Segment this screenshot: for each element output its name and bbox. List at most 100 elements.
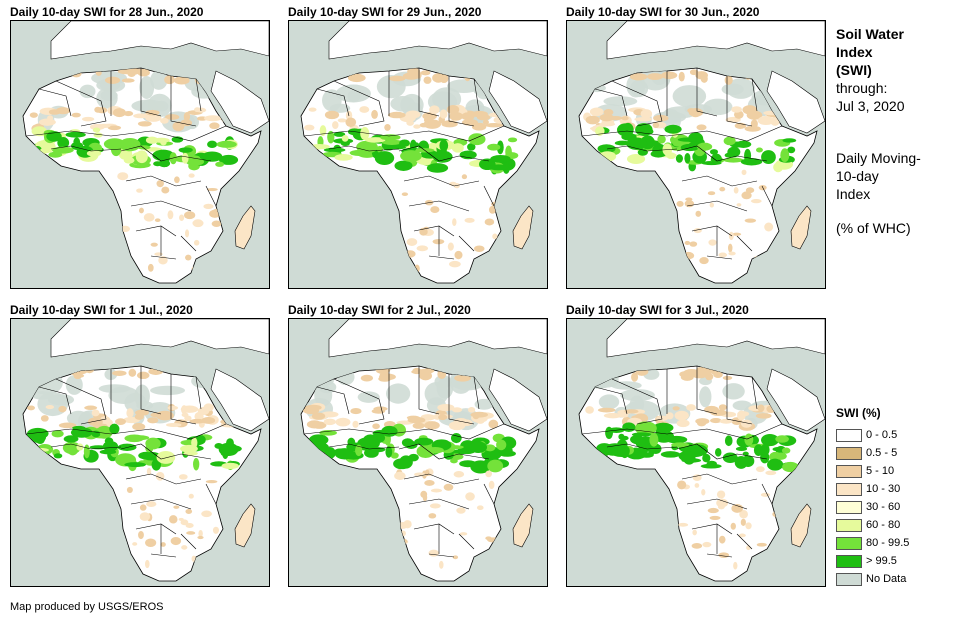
dry-patch — [736, 69, 754, 76]
country-border — [458, 533, 475, 550]
wet-patch — [597, 144, 616, 154]
wet-patch — [385, 446, 393, 458]
dry-patch — [188, 173, 195, 178]
country-border — [448, 76, 475, 127]
dry-patch — [138, 530, 144, 540]
country-border — [328, 443, 400, 450]
no-data-patch — [620, 389, 655, 402]
dry-patch — [459, 532, 468, 536]
dry-patch — [461, 174, 468, 180]
dry-patch — [185, 509, 193, 514]
dry-patch — [661, 71, 678, 80]
country-border — [316, 386, 350, 415]
country-border — [205, 185, 217, 207]
dry-patch — [709, 515, 721, 520]
dry-patch — [332, 121, 339, 129]
wet-patch — [598, 151, 617, 162]
wet-patch — [349, 149, 369, 156]
dry-patch — [742, 105, 758, 115]
dry-patch — [373, 406, 388, 412]
country-border — [205, 483, 217, 505]
dry-patch — [731, 106, 743, 113]
dry-patch — [188, 493, 194, 499]
wet-patch — [363, 434, 378, 445]
dry-patch — [631, 372, 639, 382]
wet-patch — [614, 140, 630, 146]
through-date: Jul 3, 2020 — [836, 98, 905, 114]
dry-patch — [94, 106, 102, 113]
madagascar-island — [512, 503, 534, 548]
country-border — [751, 376, 758, 410]
dry-patch — [164, 75, 175, 85]
wet-patch — [760, 443, 770, 456]
dry-patch — [161, 186, 170, 194]
country-border — [581, 125, 783, 142]
panel-title: Daily 10-day SWI for 2 Jul., 2020 — [288, 303, 471, 317]
dry-patch — [702, 541, 712, 548]
wet-patch — [596, 443, 613, 454]
dry-patch — [185, 522, 194, 528]
country-border — [676, 443, 768, 460]
dry-patch — [488, 112, 505, 118]
dry-patch — [405, 110, 421, 119]
dry-patch — [763, 110, 780, 116]
country-border — [686, 200, 748, 212]
wet-patch — [671, 442, 690, 448]
wet-patch — [782, 461, 799, 473]
wet-patch — [215, 161, 225, 167]
dry-patch — [347, 73, 366, 83]
europe-landmass — [50, 21, 269, 60]
panel-title: Daily 10-day SWI for 3 Jul., 2020 — [566, 303, 749, 317]
madagascar-island — [512, 205, 534, 250]
dry-patch — [184, 415, 192, 422]
dry-patch — [430, 488, 443, 493]
wet-patch — [781, 447, 791, 454]
dry-patch — [414, 472, 426, 477]
dry-patch — [156, 180, 164, 188]
dry-patch — [449, 260, 461, 268]
no-data-patch — [447, 79, 481, 94]
madagascar-island — [790, 205, 812, 250]
dry-patch — [158, 256, 168, 265]
country-border — [581, 423, 783, 440]
country-border — [303, 125, 505, 142]
dry-patch — [432, 238, 445, 245]
dry-patch — [150, 242, 158, 247]
dry-patch — [123, 111, 134, 117]
dry-patch — [684, 240, 691, 246]
panel-title: Daily 10-day SWI for 1 Jul., 2020 — [10, 303, 193, 317]
wet-patch — [181, 152, 189, 164]
country-border — [726, 374, 753, 425]
dry-patch — [443, 483, 454, 491]
description-line: 10-day — [836, 168, 879, 184]
no-data-patch — [150, 385, 186, 396]
dry-patch — [430, 206, 440, 214]
legend-swatch — [836, 572, 862, 586]
dry-patch — [170, 537, 182, 546]
dry-patch — [191, 266, 199, 271]
country-border — [140, 366, 162, 415]
wet-patch — [220, 445, 242, 453]
dry-patch — [439, 109, 448, 119]
dry-patch — [144, 559, 150, 569]
dry-patch — [710, 418, 722, 424]
no-data-patch — [315, 376, 334, 386]
dry-patch — [184, 211, 196, 220]
dry-patch — [718, 404, 727, 411]
country-border — [483, 185, 495, 207]
dry-patch — [73, 373, 85, 378]
dry-patch — [772, 565, 780, 571]
no-data-patch — [598, 394, 620, 410]
wet-patch — [469, 441, 488, 453]
wet-patch — [86, 150, 102, 157]
dry-patch — [372, 423, 380, 430]
arabia-landmass — [766, 368, 825, 432]
no-data-patch — [322, 89, 342, 112]
dry-patch — [676, 419, 690, 428]
wet-patch — [156, 450, 176, 464]
dry-patch — [71, 112, 81, 118]
dry-patch — [691, 543, 703, 549]
dry-patch — [304, 124, 315, 131]
dry-patch — [201, 510, 212, 518]
dry-patch — [192, 219, 204, 228]
